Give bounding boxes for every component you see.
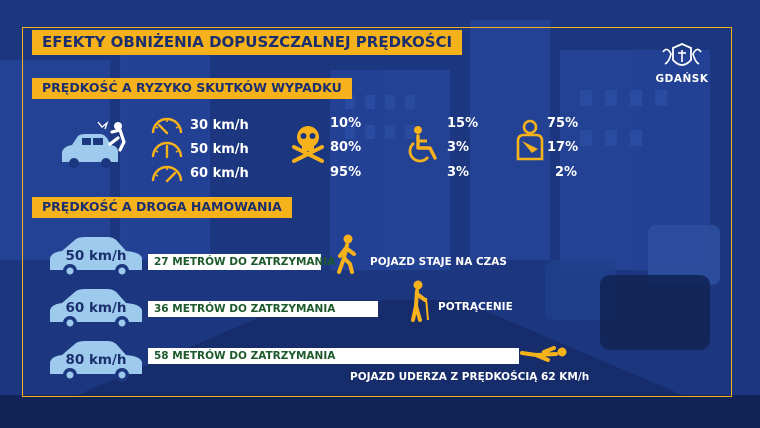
braking-distance-text: 58 METRÓW DO ZATRZYMANIA [154, 350, 336, 362]
injury-rate-60: 2% [555, 165, 578, 180]
fallen-pedestrian-icon [520, 346, 567, 362]
disability-rate-30: 15% [447, 116, 479, 131]
car-icon [50, 237, 142, 278]
car-speed-label: 60 km/h [65, 300, 127, 316]
injured-person-icon [516, 119, 544, 161]
braking-distance-text: 36 METRÓW DO ZATRZYMANIA [154, 303, 336, 315]
elderly-pedestrian-icon [411, 280, 429, 322]
outcome-80: POJAZD UDERZA Z PRĘDKOŚCIĄ 62 KM/h [350, 371, 590, 383]
braking-distance-bar-80: 58 METRÓW DO ZATRZYMANIA [148, 348, 519, 364]
coat-of-arms-icon [662, 43, 702, 66]
speed-label-1: 30 km/h [190, 118, 249, 133]
braking-distance-text: 27 METRÓW DO ZATRZYMANIA [154, 256, 336, 268]
car-speed-60: 60 km/h [48, 282, 144, 332]
speedometer-mid-icon [151, 141, 183, 159]
content-frame [22, 27, 732, 397]
braking-distance-bar-50: 27 METRÓW DO ZATRZYMANIA [148, 254, 335, 270]
braking-distance-bar-60: 36 METRÓW DO ZATRZYMANIA [148, 301, 378, 317]
speed-label-3: 60 km/h [190, 166, 249, 181]
injury-rate-50: 17% [547, 140, 579, 155]
wheelchair-icon [408, 126, 437, 163]
gdansk-logo: GDAŃSK [655, 42, 709, 90]
speedometer-high-icon [151, 165, 183, 183]
section-braking-heading: PRĘDKOŚĆ A DROGA HAMOWANIA [32, 197, 292, 218]
page-title: EFEKTY OBNIŻENIA DOPUSZCZALNEJ PRĘDKOŚCI [32, 30, 463, 55]
death-rate-60: 95% [330, 165, 362, 180]
section-risk-heading: PRĘDKOŚĆ A RYZYKO SKUTKÓW WYPADKU [32, 78, 352, 99]
car-speed-80: 80 km/h [48, 334, 144, 384]
disability-rate-60: 3% [447, 165, 470, 180]
death-rate-50: 80% [330, 140, 362, 155]
disability-rate-50: 3% [447, 140, 470, 155]
car-icon [50, 289, 142, 330]
car-speed-label: 50 km/h [65, 248, 127, 264]
outcome-50: POJAZD STAJE NA CZAS [370, 256, 507, 268]
outcome-60: POTRĄCENIE [438, 301, 513, 313]
brand-name: GDAŃSK [655, 73, 709, 85]
car-crash-icon [62, 120, 126, 168]
death-rate-30: 10% [330, 116, 362, 131]
speed-label-2: 50 km/h [190, 142, 249, 157]
walking-pedestrian-icon [337, 234, 356, 274]
speedometer-low-icon [151, 117, 183, 135]
car-speed-50: 50 km/h [48, 230, 144, 280]
car-speed-label: 80 km/h [65, 352, 127, 368]
car-icon [50, 341, 142, 382]
skull-icon [292, 126, 324, 163]
injury-rate-30: 75% [547, 116, 579, 131]
